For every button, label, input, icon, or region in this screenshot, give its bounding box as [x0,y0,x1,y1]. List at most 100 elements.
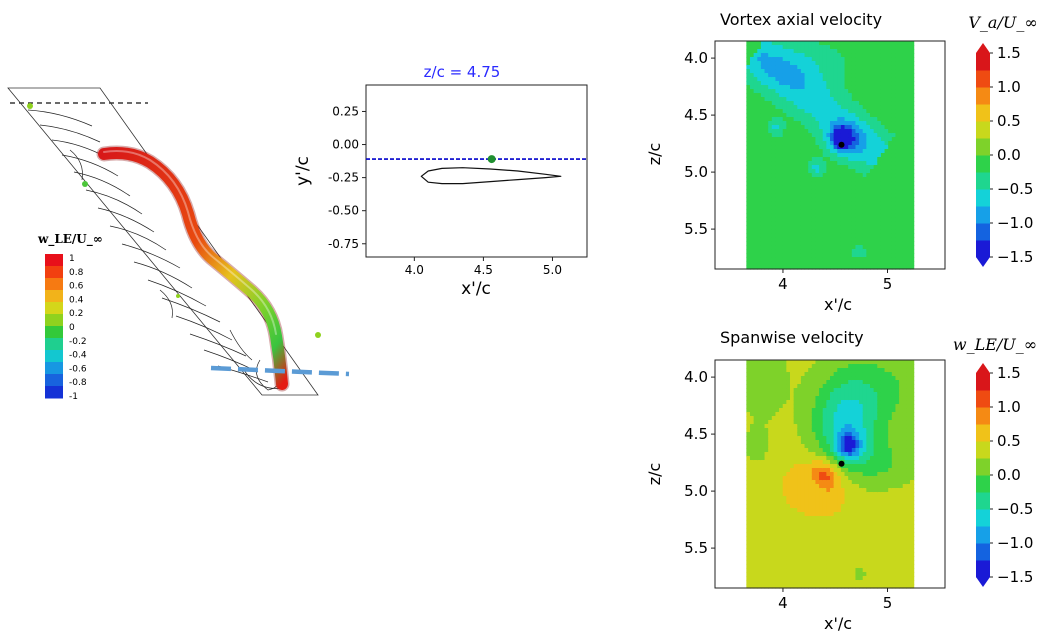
contour-cell [840,384,846,389]
contour-cell [862,584,867,589]
contour-cell [822,73,827,78]
x-tick-label: 4 [778,275,788,293]
contour-cell [753,153,758,158]
contour-cell [786,380,791,385]
contour-cell [855,233,860,238]
contour-cell [750,57,755,62]
contour-cell [815,217,820,222]
contour-cell [848,221,853,226]
contour-cell [870,129,875,134]
contour-cell [870,376,875,381]
contour-cell [830,85,835,90]
contour-cell [899,173,904,178]
contour-cell [862,53,867,58]
contour-cell [899,61,904,66]
contour-cell [837,121,842,126]
contour-cell [840,564,846,569]
contour-cell [877,101,882,106]
contour-cell [870,213,875,218]
contour-cell [866,448,871,453]
contour-cell [837,145,842,150]
contour-cell [779,181,784,186]
contour-cell [873,157,878,162]
contour-cell [764,73,769,78]
contour-cell [782,472,787,477]
contour-cell [819,253,824,258]
contour-cell [750,508,755,513]
contour-cell [819,65,824,70]
contour-cell [800,508,806,513]
contour-cell [811,460,817,465]
contour-cell [746,145,751,150]
contour-cell [862,157,867,162]
contour-cell [750,420,755,425]
contour-cell [768,512,773,517]
contour-cell [826,516,831,521]
contour-cell [746,137,751,142]
contour-cell [760,556,766,561]
contour-cell [764,536,769,541]
contour-cell [884,484,889,489]
contour-cell [855,512,860,517]
contour-cell [753,504,758,509]
contour-cell [775,392,780,397]
contour-cell [768,153,773,158]
contour-cell [862,65,867,70]
contour-cell [775,364,780,369]
axial-velocity-title: Vortex axial velocity [720,10,882,29]
contour-cell [880,544,886,549]
contour-cell [790,253,795,258]
contour-cell [855,189,860,194]
contour-cell [855,364,860,369]
contour-cell [895,181,900,186]
contour-cell [819,109,824,114]
contour-cell [811,41,817,46]
contour-cell [819,556,824,561]
contour-cell [811,77,817,82]
contour-cell [768,384,773,389]
contour-cell [822,500,827,505]
contour-cell [833,221,838,226]
contour-cell [779,408,784,413]
contour-cell [848,49,853,54]
contour-cell [837,69,842,74]
contour-cell [808,428,813,433]
contour-cell [808,49,813,54]
contour-cell [768,368,773,373]
contour-cell [786,165,791,170]
contour-cell [782,572,787,577]
contour-cell [822,61,827,66]
contour-cell [808,484,813,489]
contour-cell [895,85,900,90]
contour-cell [826,384,831,389]
contour-cell [840,580,846,585]
contour-cell [870,512,875,517]
contour-cell [859,580,864,585]
contour-cell [815,580,820,585]
contour-cell [768,137,773,142]
contour-cell [771,185,777,190]
contour-cell [826,209,831,214]
contour-cell [822,205,827,210]
contour-cell [891,165,897,170]
wing-colorbar-title: w_LE/U_∞ [37,232,103,247]
contour-cell [870,209,875,214]
contour-cell [833,257,838,262]
contour-cell [851,109,857,114]
contour-cell [782,584,787,589]
contour-cell [819,544,824,549]
contour-cell [826,77,831,82]
contour-cell [822,580,827,585]
contour-cell [844,253,849,258]
contour-cell [779,217,784,222]
contour-cell [815,528,820,533]
contour-cell [880,388,886,393]
contour-cell [793,133,798,138]
contour-cell [833,360,838,365]
contour-cell [833,528,838,533]
contour-cell [888,53,893,58]
contour-cell [910,41,915,46]
contour-cell [880,468,886,473]
contour-cell [910,93,915,98]
contour-cell [873,65,878,70]
